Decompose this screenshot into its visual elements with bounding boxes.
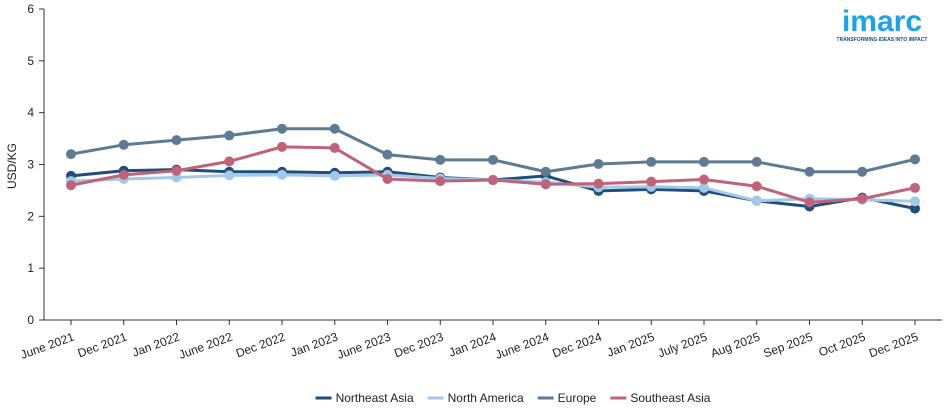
x-tick-label: Jan 2025 [605,330,656,360]
data-point [277,123,287,134]
data-point [224,156,235,167]
x-tick-label: Dec 2023 [392,330,445,361]
data-point [910,154,920,165]
data-point [857,166,868,177]
data-point [593,178,604,189]
x-tick-label: Sep 2025 [761,330,814,361]
data-point [699,156,709,167]
y-tick-label: 6 [27,2,34,16]
series-europe [66,123,920,177]
data-point [329,142,340,153]
data-point [540,179,551,190]
x-tick-label: Dec 2024 [550,330,603,361]
data-point [171,135,182,146]
logo-wordmark: imarc [842,5,922,38]
y-tick-label: 0 [27,313,34,327]
data-point [277,141,287,152]
data-point [66,180,76,191]
x-tick-label: Dec 2025 [867,330,920,361]
legend-item: Northeast Asia [315,391,414,405]
x-tick-label: Jan 2024 [447,330,498,360]
data-point [118,139,129,150]
data-point [751,195,762,206]
data-point [646,176,657,187]
x-tick-label: June 2024 [493,330,551,362]
legend-label: Northeast Asia [336,391,414,405]
data-point [66,149,76,160]
data-point [910,196,920,207]
data-point [699,182,709,193]
x-tick-label: July 2025 [656,330,709,361]
data-point [593,158,604,169]
y-tick-label: 5 [27,54,34,68]
x-tick-label: June 2022 [177,330,235,362]
data-point [329,170,340,181]
data-point [488,154,498,165]
x-tick-label: June 2023 [335,330,393,362]
y-ticks: 0 1 2 3 4 5 6 [27,2,44,327]
data-point [857,193,868,204]
legend-item: North America [427,391,524,405]
y-tick-label: 4 [27,106,34,120]
data-point [751,156,762,167]
data-point [224,170,235,181]
data-point [382,149,393,160]
legend: Northeast Asia North America Europe Southea… [315,391,711,405]
x-tick-label: June 2021 [19,330,77,362]
legend-label: North America [448,391,524,405]
logo-tagline: TRANSFORMING IDEAS INTO IMPACT [837,37,928,43]
y-axis-title: USD/KG [5,143,19,189]
data-point [277,169,287,180]
series-southeast-asia [66,141,920,208]
imarc-logo: imarc TRANSFORMING IDEAS INTO IMPACT [837,5,928,43]
legend-item: Europe [537,391,597,405]
y-tick-label: 2 [27,209,34,223]
data-point [488,175,498,186]
data-point [329,123,340,134]
data-point [224,130,235,141]
legend-label: Europe [558,391,597,405]
y-tick-label: 3 [27,158,34,172]
data-point [646,156,657,167]
data-point [804,166,815,177]
x-tick-label: Aug 2025 [709,330,762,361]
x-tick-label: Oct 2025 [817,330,868,360]
y-tick-label: 1 [27,261,34,275]
data-point [435,176,446,187]
data-point [751,181,762,192]
series-layer [66,123,920,214]
data-point [804,197,815,208]
legend-item: Southeast Asia [610,391,711,405]
data-point [699,174,709,185]
x-tick-label: Dec 2022 [234,330,287,361]
x-tick-label: Jan 2023 [289,330,340,360]
legend-label: Southeast Asia [630,391,710,405]
series-northeast-asia [66,164,920,214]
data-point [435,154,446,165]
x-tick-label: Dec 2021 [76,330,129,361]
data-point [118,169,129,180]
x-tick-label: Jan 2022 [130,330,181,360]
data-point [540,166,551,177]
data-point [382,174,393,185]
series-line [70,127,916,174]
data-point [910,203,920,214]
data-point [910,182,920,193]
data-point [171,165,182,176]
